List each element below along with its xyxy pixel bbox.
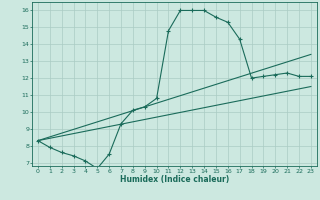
X-axis label: Humidex (Indice chaleur): Humidex (Indice chaleur) [120, 175, 229, 184]
